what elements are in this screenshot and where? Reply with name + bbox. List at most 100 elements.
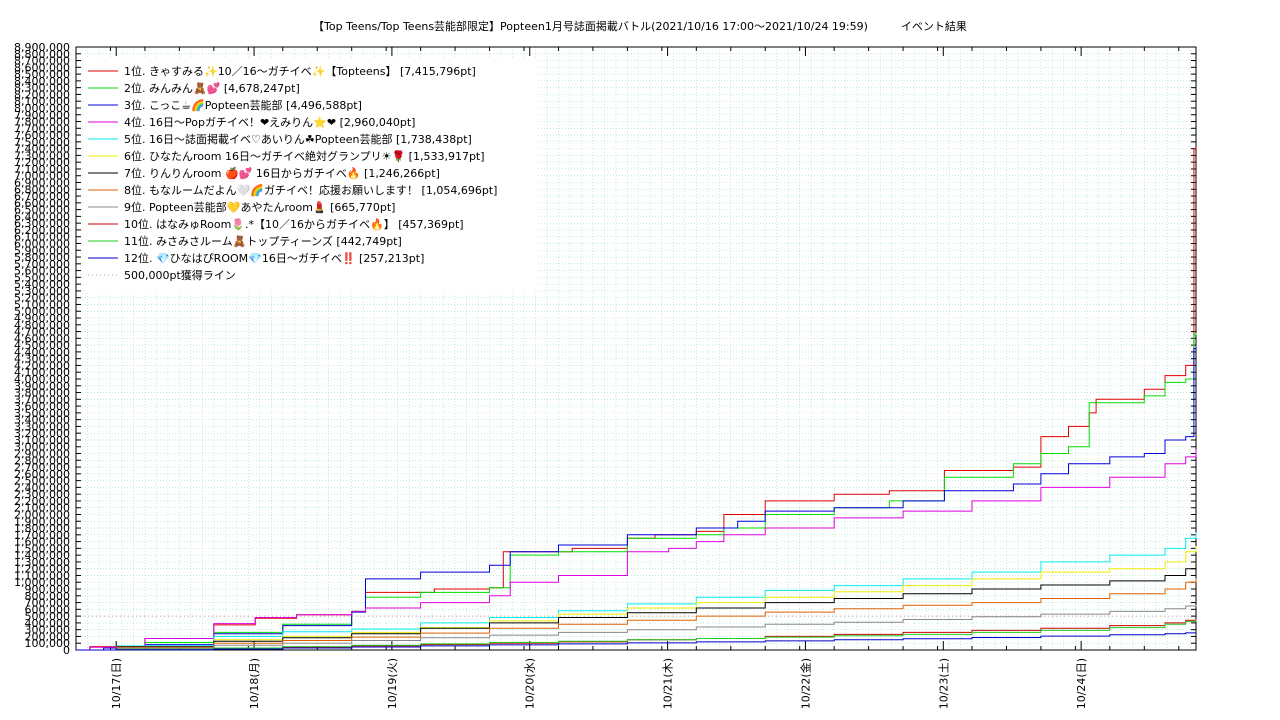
y-tick-label: 1,300,000 xyxy=(14,556,70,569)
legend-entry: 8位. もなルームだよん🤍🌈ガチイベ！応援お願いします！ [1,054,696p… xyxy=(124,183,497,197)
y-tick-label: 1,200,000 xyxy=(14,563,70,576)
y-tick-label: 6,700,000 xyxy=(14,190,70,203)
legend: 1位. きゃすみる✨10／16〜ガチイベ✨【Topteens】 [7,415,7… xyxy=(84,58,538,293)
y-tick-label: 1,900,000 xyxy=(14,515,70,528)
y-tick-label: 2,800,000 xyxy=(14,454,70,467)
y-tick-label: 900,000 xyxy=(25,583,71,596)
y-tick-label: 2,900,000 xyxy=(14,448,70,461)
y-tick-label: 2,700,000 xyxy=(14,461,70,474)
legend-entry: 4位. 16日〜Popガチイベ！❤えみりん⭐❤ [2,960,040pt] xyxy=(124,115,415,129)
y-tick-label: 7,500,000 xyxy=(14,136,70,149)
y-tick-label: 3,000,000 xyxy=(14,441,70,454)
y-tick-label: 8,500,000 xyxy=(14,68,70,81)
y-tick-label: 4,700,000 xyxy=(14,326,70,339)
y-tick-label: 6,600,000 xyxy=(14,197,70,210)
y-tick-label: 7,900,000 xyxy=(14,109,70,122)
y-tick-label: 2,200,000 xyxy=(14,495,70,508)
legend-entry: 11位. みさみさルーム🧸トップティーンズ [442,749pt] xyxy=(124,234,402,248)
legend-box xyxy=(84,58,538,293)
y-tick-label: 6,200,000 xyxy=(14,224,70,237)
y-tick-label: 5,400,000 xyxy=(14,278,70,291)
y-tick-label: 7,300,000 xyxy=(14,149,70,162)
y-tick-label: 3,900,000 xyxy=(14,380,70,393)
y-tick-label: 200,000 xyxy=(25,630,71,643)
y-tick-label: 1,600,000 xyxy=(14,536,70,549)
y-tick-label: 300,000 xyxy=(25,624,71,637)
y-tick-label: 6,300,000 xyxy=(14,217,70,230)
legend-entry-threshold: 500,000pt獲得ライン xyxy=(124,269,236,282)
y-tick-label: 5,100,000 xyxy=(14,298,70,311)
y-tick-label: 5,200,000 xyxy=(14,292,70,305)
legend-entry: 6位. ひなたんroom 16日〜ガチイベ絶対グランプリ☀🌹 [1,533,91… xyxy=(124,149,485,163)
y-tick-label: 500,000 xyxy=(25,610,71,623)
y-tick-label: 7,100,000 xyxy=(14,163,70,176)
y-tick-label: 4,500,000 xyxy=(14,339,70,352)
x-tick-label: 10/21(木) xyxy=(662,658,675,709)
y-tick-label: 100,000 xyxy=(25,637,71,650)
y-tick-label: 400,000 xyxy=(25,617,71,630)
y-tick-label: 2,300,000 xyxy=(14,488,70,501)
series-line-8 xyxy=(76,578,1197,651)
y-tick-label: 8,400,000 xyxy=(14,75,70,88)
legend-entry: 12位. 💎ひなはぴROOM💎16日〜ガチイベ‼️ [257,213pt] xyxy=(124,251,424,265)
y-tick-label: 3,700,000 xyxy=(14,393,70,406)
series-line-5 xyxy=(76,532,1197,651)
y-tick-label: 6,800,000 xyxy=(14,183,70,196)
series-line-6 xyxy=(76,546,1197,651)
y-tick-label: 2,000,000 xyxy=(14,508,70,521)
y-tick-label: 5,800,000 xyxy=(14,251,70,264)
series-line-7 xyxy=(76,565,1197,651)
y-tick-label: 8,200,000 xyxy=(14,88,70,101)
y-tick-label: 3,400,000 xyxy=(14,414,70,427)
y-tick-label: 4,800,000 xyxy=(14,319,70,332)
y-tick-label: 4,900,000 xyxy=(14,312,70,325)
y-tick-label: 3,100,000 xyxy=(14,434,70,447)
series-line-11 xyxy=(76,620,1197,651)
legend-entry: 9位. Popteen芸能部💛あやたんroom💄 [665,770pt] xyxy=(124,200,395,214)
y-tick-label: 0 xyxy=(63,644,70,657)
y-tick-label: 6,900,000 xyxy=(14,177,70,190)
y-tick-label: 5,600,000 xyxy=(14,265,70,278)
series-line-3 xyxy=(76,345,1197,651)
y-tick-label: 6,000,000 xyxy=(14,237,70,250)
legend-entry: 2位. みんみん🧸💕 [4,678,247pt] xyxy=(124,81,300,95)
y-tick-label: 1,100,000 xyxy=(14,569,70,582)
y-tick-label: 6,400,000 xyxy=(14,210,70,223)
y-tick-label: 4,200,000 xyxy=(14,359,70,372)
series-lines xyxy=(76,147,1197,651)
series-line-12 xyxy=(76,632,1197,651)
y-tick-label: 6,500,000 xyxy=(14,204,70,217)
legend-entry: 7位. りんりんroom 🍎💕 16日からガチイベ🔥 [1,246,266pt] xyxy=(124,166,440,180)
y-tick-label: 1,800,000 xyxy=(14,522,70,535)
y-tick-label: 3,600,000 xyxy=(14,400,70,413)
y-tick-label: 3,800,000 xyxy=(14,387,70,400)
y-tick-label: 8,600,000 xyxy=(14,61,70,74)
y-tick-label: 3,300,000 xyxy=(14,420,70,433)
y-tick-label: 1,500,000 xyxy=(14,542,70,555)
y-tick-label: 5,500,000 xyxy=(14,271,70,284)
y-tick-label: 7,000,000 xyxy=(14,170,70,183)
y-tick-label: 7,800,000 xyxy=(14,116,70,129)
legend-entry: 1位. きゃすみる✨10／16〜ガチイベ✨【Topteens】 [7,415,7… xyxy=(124,64,476,78)
y-tick-label: 1,000,000 xyxy=(14,576,70,589)
x-tick-label: 10/19(火) xyxy=(386,658,399,709)
y-tick-label: 3,200,000 xyxy=(14,427,70,440)
series-line-9 xyxy=(76,604,1197,651)
y-tick-label: 8,300,000 xyxy=(14,82,70,95)
legend-entry: 10位. はなみゅRoom🌷.*【10／16からガチイベ🔥】 [457,369p… xyxy=(124,217,464,231)
y-tick-label: 2,600,000 xyxy=(14,468,70,481)
x-tick-label: 10/20(水) xyxy=(524,658,537,709)
x-tick-label: 10/18(月) xyxy=(248,658,261,709)
y-tick-label: 600,000 xyxy=(25,603,71,616)
y-tick-label: 5,700,000 xyxy=(14,258,70,271)
y-tick-label: 1,400,000 xyxy=(14,549,70,562)
y-tick-label: 7,400,000 xyxy=(14,143,70,156)
y-tick-label: 4,400,000 xyxy=(14,346,70,359)
chart-title: 【Top Teens/Top Teens芸能部限定】Popteen1月号誌面掲載… xyxy=(313,20,967,33)
legend-entry: 3位. こっこ☕🌈Popteen芸能部 [4,496,588pt] xyxy=(124,98,362,112)
y-tick-label: 800,000 xyxy=(25,590,71,603)
y-tick-label: 8,000,000 xyxy=(14,102,70,115)
x-tick-label: 10/23(土) xyxy=(937,658,950,709)
y-tick-label: 4,100,000 xyxy=(14,366,70,379)
